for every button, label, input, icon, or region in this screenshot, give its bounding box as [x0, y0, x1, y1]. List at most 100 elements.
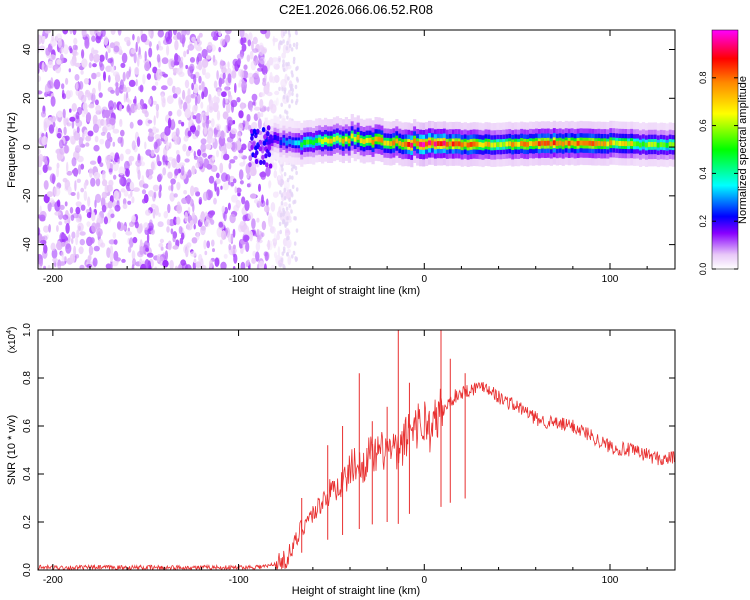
noise-blob — [202, 152, 208, 158]
noise-blob — [47, 201, 52, 212]
noise-blob — [48, 166, 52, 171]
noise-blob — [193, 40, 198, 49]
noise-blob — [210, 137, 216, 143]
noise-blob — [204, 72, 211, 79]
band-peak — [618, 141, 622, 146]
noise-blob — [110, 89, 115, 94]
band-peak — [309, 139, 313, 145]
noise-blob — [170, 178, 176, 185]
noise-blob — [272, 35, 276, 47]
noise-blob — [167, 77, 173, 87]
band-peak — [511, 142, 515, 148]
noise-blob — [183, 190, 188, 195]
noise-blob — [279, 212, 283, 218]
noise-blob — [230, 247, 237, 254]
noise-blob — [259, 98, 264, 109]
band-cluster — [268, 163, 273, 169]
noise-blob — [121, 52, 128, 64]
noise-blob — [44, 30, 51, 34]
y-tick-label: 0.0 — [22, 563, 33, 577]
band-peak — [428, 140, 432, 146]
noise-blob — [288, 104, 291, 109]
noise-blob — [142, 74, 146, 85]
band-peak — [606, 141, 610, 147]
noise-blob — [91, 211, 96, 222]
band-peak — [460, 142, 464, 148]
noise-blob — [112, 199, 117, 208]
noise-blob — [40, 111, 47, 118]
band-peak — [431, 140, 435, 146]
noise-blob — [52, 121, 56, 128]
band-peak — [517, 141, 521, 147]
band-peak — [585, 140, 589, 146]
band-cluster — [261, 154, 265, 160]
noise-blob — [134, 221, 139, 229]
noise-blob — [291, 91, 294, 97]
noise-blob — [255, 251, 260, 262]
noise-blob — [73, 245, 77, 257]
noise-blob — [73, 37, 78, 45]
noise-blob — [115, 257, 121, 262]
noise-blob — [63, 44, 69, 55]
noise-blob — [158, 242, 164, 248]
noise-blob — [198, 32, 203, 38]
noise-blob — [270, 264, 276, 269]
noise-blob — [178, 71, 185, 78]
noise-blob — [160, 93, 165, 103]
noise-blob — [218, 30, 222, 37]
noise-blob — [152, 100, 157, 105]
noise-blob — [295, 45, 299, 50]
noise-blob — [95, 177, 101, 187]
noise-blob — [158, 190, 162, 199]
noise-blob — [266, 106, 270, 112]
noise-blob — [71, 119, 75, 129]
band-peak — [273, 135, 277, 140]
band-peak — [386, 140, 390, 146]
noise-blob — [113, 190, 120, 200]
noise-blob — [236, 97, 241, 103]
noise-blob — [283, 196, 287, 201]
noise-blob — [66, 122, 72, 127]
noise-blob — [279, 40, 282, 45]
noise-blob — [292, 59, 296, 65]
noise-blob — [86, 221, 91, 227]
noise-blob — [295, 98, 299, 103]
noise-blob — [108, 168, 113, 173]
noise-blob — [188, 145, 192, 151]
noise-blob — [283, 180, 290, 191]
noise-blob — [65, 222, 70, 234]
noise-blob — [166, 218, 171, 226]
noise-blob — [196, 232, 200, 241]
noise-blob — [232, 228, 236, 238]
noise-blob — [179, 172, 186, 180]
band-cluster — [258, 146, 263, 152]
noise-blob — [137, 169, 141, 181]
noise-blob — [110, 259, 113, 269]
band-cluster — [265, 162, 269, 168]
noise-blob — [125, 168, 130, 178]
noise-blob — [43, 180, 49, 190]
noise-blob — [176, 204, 183, 214]
band-peak — [291, 140, 295, 146]
noise-blob — [218, 78, 225, 85]
noise-blob — [85, 89, 89, 95]
noise-blob — [137, 250, 144, 258]
noise-blob — [281, 251, 285, 256]
noise-blob — [48, 224, 51, 233]
noise-blob — [189, 220, 194, 226]
band-peak — [624, 141, 628, 147]
band-peak — [523, 141, 527, 147]
noise-blob — [223, 253, 228, 259]
noise-blob — [120, 188, 126, 193]
noise-blob — [62, 108, 66, 119]
noise-blob — [237, 58, 242, 65]
band-peak — [341, 138, 345, 144]
noise-blob — [83, 190, 88, 201]
band-peak — [535, 140, 539, 146]
noise-blob — [176, 109, 182, 117]
noise-blob — [170, 228, 174, 235]
noise-blob — [174, 53, 179, 62]
noise-blob — [278, 57, 281, 63]
noise-blob — [57, 265, 61, 269]
noise-blob — [167, 240, 172, 251]
